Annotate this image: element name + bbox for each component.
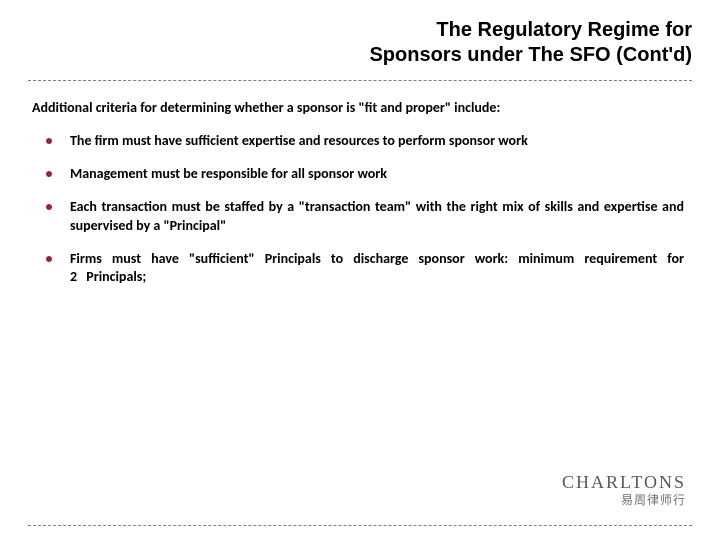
bullet-text: Management must be responsible for all s… — [70, 165, 387, 184]
bullet-list: The firm must have sufficient expertise … — [0, 126, 720, 287]
bullet-icon — [46, 256, 52, 262]
bullet-icon — [46, 171, 52, 177]
title-line-1: The Regulatory Regime for — [436, 19, 692, 41]
footer-divider — [28, 525, 692, 526]
bullet-text: Firms must have "sufficient" Principals … — [70, 250, 684, 288]
slide-header: The Regulatory Regime for Sponsors under… — [0, 0, 720, 76]
list-item: Management must be responsible for all s… — [46, 165, 684, 184]
logo-text-main: CHARLTONS — [562, 472, 686, 493]
list-item: Firms must have "sufficient" Principals … — [46, 250, 684, 288]
logo-text-sub: 易周律师行 — [562, 491, 686, 508]
bullet-text: The firm must have sufficient expertise … — [70, 132, 528, 151]
list-item: Each transaction must be staffed by a "t… — [46, 198, 684, 236]
title-line-2: Sponsors under The SFO (Cont'd) — [369, 44, 692, 66]
bullet-text: Each transaction must be staffed by a "t… — [70, 198, 684, 236]
bullet-icon — [46, 204, 52, 210]
bullet-icon — [46, 138, 52, 144]
list-item: The firm must have sufficient expertise … — [46, 132, 684, 151]
brand-logo: CHARLTONS 易周律师行 — [562, 472, 686, 508]
slide-title: The Regulatory Regime for Sponsors under… — [28, 18, 692, 68]
intro-paragraph: Additional criteria for determining whet… — [0, 81, 720, 126]
